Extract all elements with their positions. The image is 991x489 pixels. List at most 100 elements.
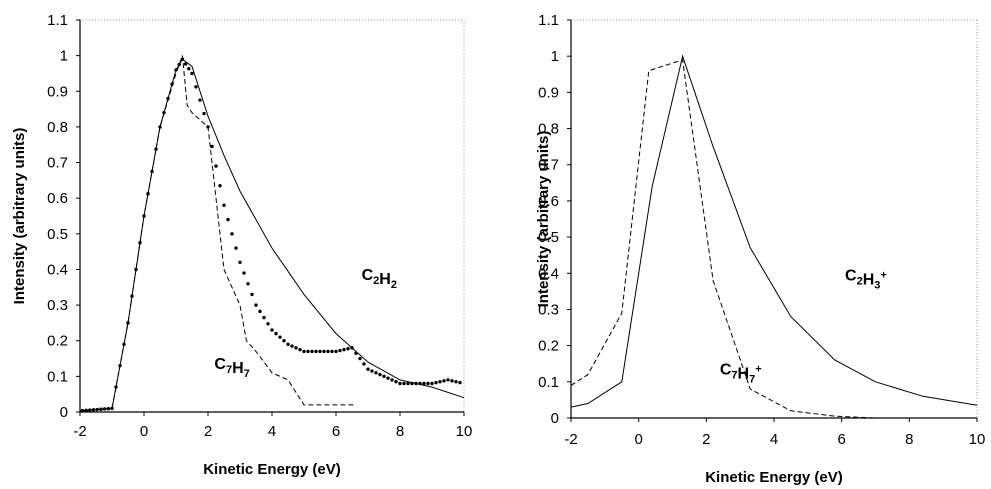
data-point bbox=[214, 164, 218, 168]
series-annotation: C2H2 bbox=[362, 267, 397, 291]
data-point bbox=[390, 378, 394, 382]
data-point bbox=[70, 410, 73, 413]
data-point bbox=[218, 184, 222, 188]
y-tick-label: 0.6 bbox=[538, 193, 559, 210]
data-point bbox=[254, 303, 258, 307]
data-point bbox=[362, 362, 366, 366]
data-point bbox=[274, 331, 278, 336]
data-point bbox=[91, 408, 96, 412]
data-point bbox=[354, 351, 358, 355]
y-tick-label: 0.2 bbox=[538, 338, 559, 355]
y-tick-label: 0 bbox=[60, 404, 68, 421]
data-point bbox=[442, 379, 446, 383]
x-tick-label: 10 bbox=[456, 423, 473, 440]
data-point bbox=[330, 349, 334, 354]
data-point bbox=[410, 381, 414, 386]
data-point bbox=[302, 349, 306, 354]
y-tick-label: 0.2 bbox=[47, 333, 68, 350]
series-annotation: C2H3+ bbox=[845, 268, 887, 292]
y-tick-label: 0.8 bbox=[538, 121, 559, 138]
data-point bbox=[258, 309, 262, 314]
data-point bbox=[414, 381, 418, 386]
data-point bbox=[438, 380, 442, 384]
data-point bbox=[210, 144, 214, 149]
data-point bbox=[334, 349, 338, 354]
data-point bbox=[84, 408, 88, 413]
series-c7h7 bbox=[80, 55, 356, 412]
data-point bbox=[290, 344, 294, 348]
y-tick-label: 0.4 bbox=[47, 261, 68, 278]
y-tick-label: 0.7 bbox=[538, 157, 559, 174]
series-c7h7plus bbox=[571, 59, 977, 419]
data-point bbox=[183, 62, 188, 66]
y-tick-label: 0.1 bbox=[538, 374, 559, 391]
data-point bbox=[266, 322, 270, 326]
data-point bbox=[250, 292, 254, 297]
data-point bbox=[282, 339, 286, 343]
y-tick-label: 1.1 bbox=[47, 12, 68, 29]
data-point bbox=[378, 372, 382, 377]
data-point bbox=[430, 381, 434, 386]
x-tick-label: 6 bbox=[837, 431, 845, 448]
series-annotation: C7H7+ bbox=[720, 362, 762, 386]
x-tick-label: 0 bbox=[140, 423, 148, 440]
y-tick-label: 0.1 bbox=[47, 368, 68, 385]
data-point bbox=[350, 346, 354, 350]
series-c2h2 bbox=[80, 58, 465, 412]
data-point bbox=[154, 147, 158, 151]
data-point bbox=[418, 381, 422, 386]
y-tick-label: 0.5 bbox=[538, 229, 559, 246]
x-tick-label: 4 bbox=[770, 431, 778, 448]
series-line bbox=[80, 55, 356, 412]
data-point bbox=[298, 347, 302, 352]
y-tick-label: 0.8 bbox=[47, 119, 68, 136]
data-point bbox=[314, 349, 318, 354]
data-point bbox=[198, 98, 202, 102]
data-point bbox=[270, 328, 274, 332]
data-point bbox=[342, 347, 346, 352]
x-tick-label: -2 bbox=[73, 423, 86, 440]
data-point bbox=[374, 371, 378, 375]
series-dotted bbox=[70, 57, 462, 413]
data-point bbox=[346, 347, 350, 351]
data-point bbox=[394, 380, 398, 384]
data-point bbox=[386, 376, 390, 380]
y-tick-label: 1 bbox=[60, 48, 68, 65]
y-tick-label: 0.9 bbox=[538, 84, 559, 101]
chart-panel-2: 0 0.1 0.2 0.3 0.4 0.5 0.6 0.7 0.8 0.9 1 1.1 -2 0 2 4 6 8 1… bbox=[535, 12, 985, 486]
x-tick-label: 10 bbox=[969, 431, 986, 448]
data-point bbox=[177, 62, 181, 67]
data-point bbox=[202, 111, 206, 116]
y-tick-label: 0.3 bbox=[47, 297, 68, 314]
data-point bbox=[126, 321, 130, 325]
data-point bbox=[402, 381, 406, 386]
data-point bbox=[434, 380, 438, 385]
x-axis-label: Kinetic Energy (eV) bbox=[705, 469, 843, 486]
data-point bbox=[322, 349, 326, 354]
data-point bbox=[338, 348, 342, 353]
y-tick-label: 0 bbox=[551, 410, 559, 427]
x-tick-label: 6 bbox=[332, 423, 340, 440]
x-tick-label: 4 bbox=[268, 423, 276, 440]
x-tick-label: 8 bbox=[905, 431, 913, 448]
data-point bbox=[294, 346, 298, 350]
y-axis-label: Intensity (arbitrary units) bbox=[11, 128, 28, 305]
data-point bbox=[286, 342, 290, 346]
data-point bbox=[114, 385, 118, 389]
x-tick-label: 0 bbox=[634, 431, 642, 448]
data-point bbox=[454, 380, 458, 384]
data-point bbox=[158, 125, 162, 129]
data-point bbox=[234, 246, 238, 250]
data-point bbox=[187, 67, 191, 71]
y-tick-label: 1.1 bbox=[538, 12, 559, 29]
x-tick-label: 8 bbox=[396, 423, 404, 440]
data-point bbox=[458, 380, 462, 385]
y-tick-label: 0.7 bbox=[47, 155, 68, 172]
x-axis-label: Kinetic Energy (eV) bbox=[203, 461, 341, 478]
series-line bbox=[80, 58, 465, 412]
data-point bbox=[306, 349, 310, 354]
data-point bbox=[246, 282, 250, 286]
data-point bbox=[262, 315, 266, 320]
x-tick-label: -2 bbox=[564, 431, 577, 448]
